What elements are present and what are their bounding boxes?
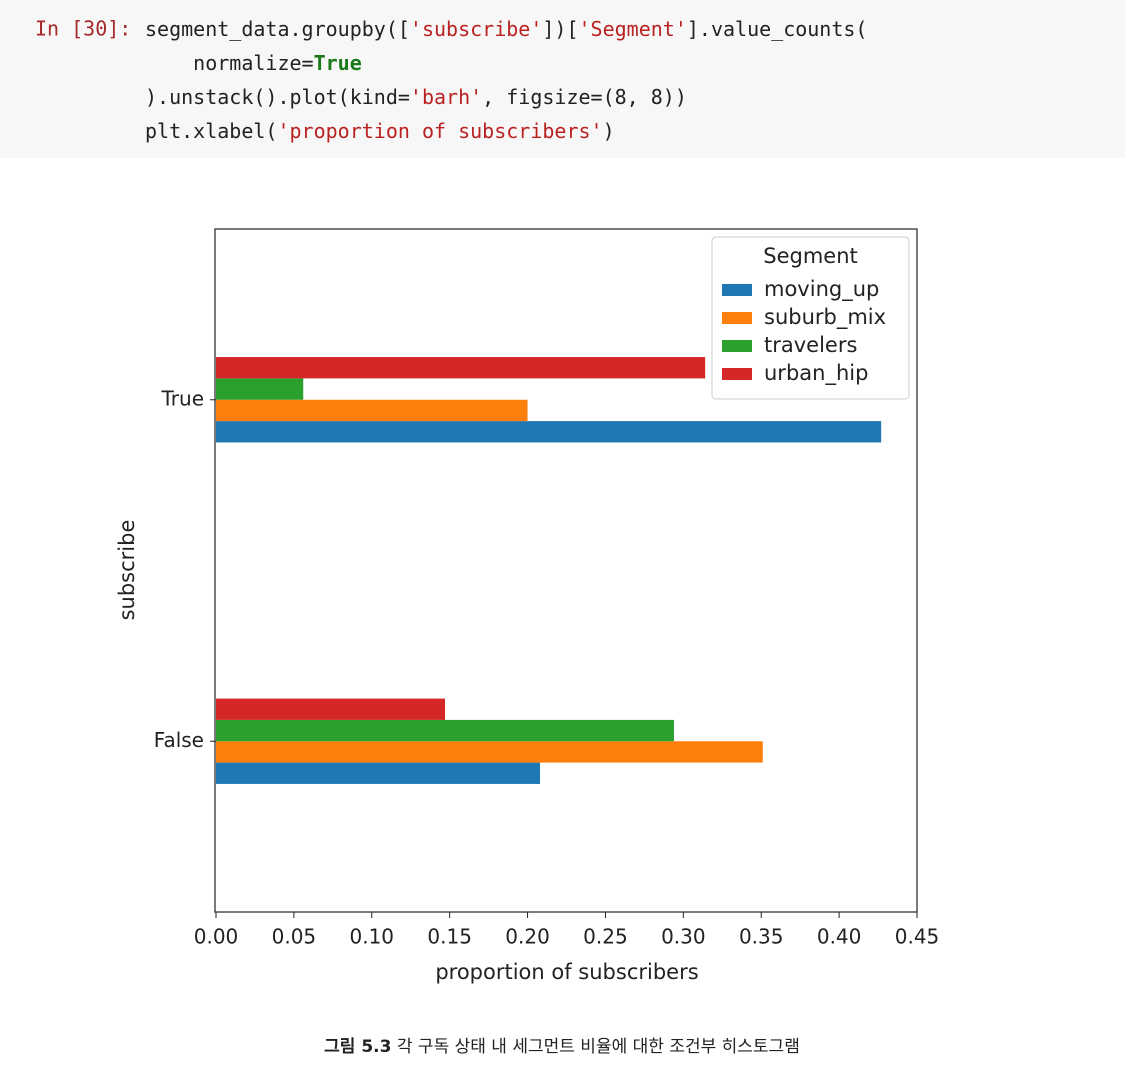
- bar: [216, 421, 882, 443]
- x-tick-label: 0.40: [817, 925, 862, 949]
- code-line: plt.xlabel('proportion of subscribers'): [145, 119, 615, 143]
- code-token: 'proportion of subscribers': [277, 119, 602, 143]
- code-token: True: [314, 51, 362, 75]
- caption: 그림 5.3 각 구독 상태 내 세그먼트 비율에 대한 조건부 히스토그램: [324, 1037, 800, 1057]
- x-tick-label: 0.05: [272, 925, 317, 949]
- legend-swatch: [722, 284, 752, 296]
- bar: [216, 762, 541, 784]
- code-token: plt.xlabel(: [145, 119, 277, 143]
- bar: [216, 399, 528, 422]
- y-axis-label: subscribe: [115, 520, 139, 621]
- bar: [216, 378, 304, 400]
- code-token: 'barh': [410, 85, 482, 109]
- code-line: ).unstack().plot(kind='barh', figsize=(8…: [145, 85, 687, 109]
- legend-box: [711, 236, 910, 400]
- x-tick-label: 0.00: [194, 925, 239, 949]
- bar: [216, 357, 706, 379]
- legend-swatch: [722, 312, 752, 324]
- code-token: ).unstack().plot(kind=: [145, 85, 410, 109]
- code-token: , figsize=(8, 8)): [482, 85, 687, 109]
- code-token: segment_data.groupby([: [145, 17, 410, 41]
- legend-title: Segment: [763, 244, 858, 268]
- legend-label: suburb_mix: [764, 305, 886, 330]
- bar: [216, 719, 674, 742]
- legend-label: moving_up: [764, 277, 879, 302]
- bar: [216, 741, 763, 763]
- x-tick-label: 0.30: [661, 925, 706, 949]
- code-token: ): [603, 119, 615, 143]
- y-tick-label: True: [161, 386, 204, 410]
- code-token: normalize=: [145, 51, 314, 75]
- legend-swatch: [722, 340, 752, 352]
- axes-frame: [214, 228, 918, 913]
- code-cell: [0, 0, 1125, 158]
- code-line: normalize=True: [145, 51, 362, 75]
- bar: [216, 698, 445, 720]
- x-tick-label: 0.45: [895, 925, 940, 949]
- y-tick-label: False: [154, 728, 204, 752]
- legend-label: urban_hip: [764, 361, 868, 386]
- x-tick-label: 0.35: [739, 925, 784, 949]
- code-token: ].value_counts(: [687, 17, 868, 41]
- legend-label: travelers: [764, 333, 857, 357]
- code-token: 'Segment': [578, 17, 686, 41]
- caption-label: 그림 5.3: [324, 1037, 391, 1057]
- x-axis-label: proportion of subscribers: [435, 960, 698, 984]
- code-token: ])[: [542, 17, 578, 41]
- x-tick-label: 0.15: [427, 925, 472, 949]
- x-tick-label: 0.10: [350, 925, 395, 949]
- code-token: 'subscribe': [410, 17, 542, 41]
- code-line: segment_data.groupby(['subscribe'])['Seg…: [145, 17, 867, 41]
- prompt: In [30]:: [35, 17, 131, 41]
- legend-swatch: [722, 368, 752, 380]
- x-tick-label: 0.25: [583, 925, 628, 949]
- x-tick-label: 0.20: [505, 925, 550, 949]
- caption-text: 각 구독 상태 내 세그먼트 비율에 대한 조건부 히스토그램: [397, 1037, 800, 1057]
